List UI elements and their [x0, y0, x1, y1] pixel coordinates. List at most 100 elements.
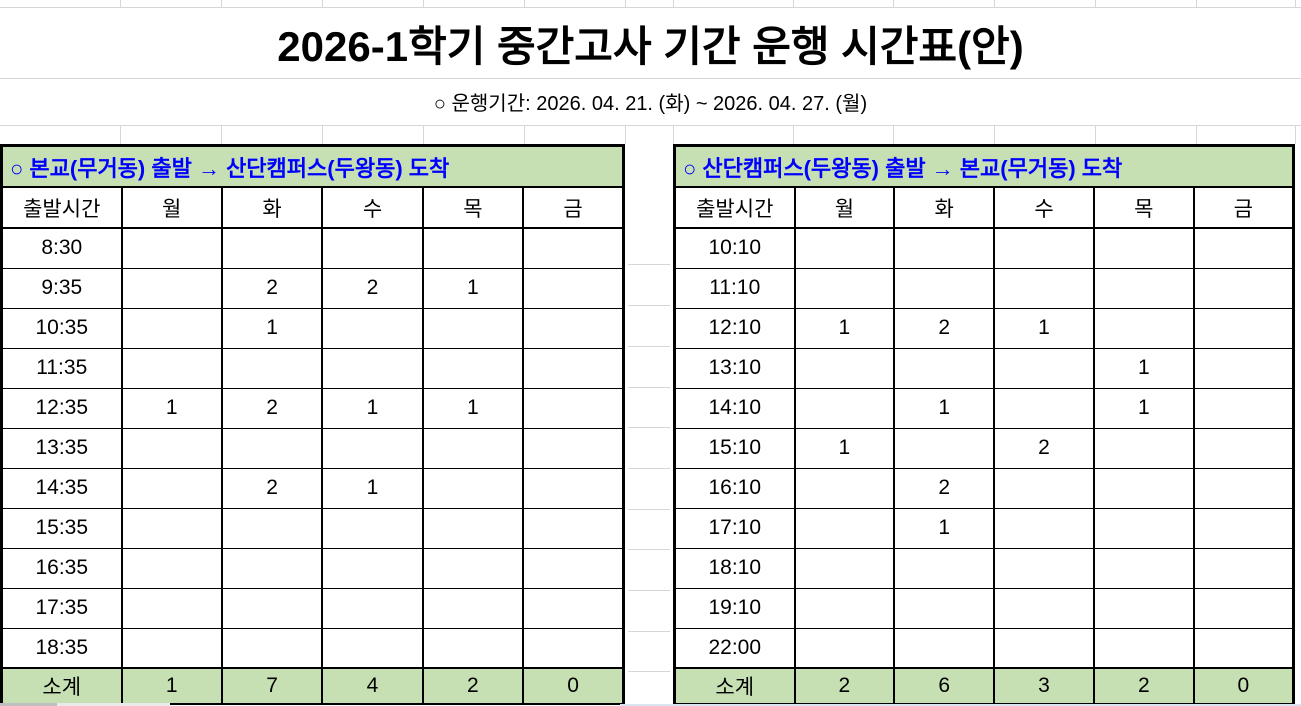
trip-count-cell[interactable]: 1: [321, 467, 423, 508]
trip-count-cell[interactable]: 1: [421, 267, 524, 308]
trip-count-cell[interactable]: [1192, 307, 1294, 348]
trip-count-cell[interactable]: [1192, 347, 1294, 388]
trip-count-cell[interactable]: [321, 228, 423, 268]
trip-count-cell[interactable]: [993, 347, 1094, 388]
departure-time-cell[interactable]: 19:10: [674, 587, 795, 628]
trip-count-cell[interactable]: 2: [893, 467, 995, 508]
departure-time-cell[interactable]: 16:10: [674, 467, 795, 508]
day-header-thu[interactable]: 목: [1092, 188, 1194, 229]
trip-count-cell[interactable]: [120, 347, 222, 388]
route-banner-sandan-to-main[interactable]: ○ 산단캠퍼스(두왕동) 출발 → 본교(무거동) 도착: [673, 144, 1295, 188]
trip-count-cell[interactable]: [522, 587, 624, 628]
trip-count-cell[interactable]: [120, 267, 222, 308]
trip-count-cell[interactable]: [120, 228, 222, 268]
departure-time-cell[interactable]: 22:00: [674, 627, 795, 668]
trip-count-cell[interactable]: [321, 427, 423, 468]
day-header-mon[interactable]: 월: [793, 188, 895, 229]
subtotal-fri[interactable]: 0: [1192, 667, 1294, 704]
departure-time-cell[interactable]: 10:35: [1, 307, 122, 348]
trip-count-cell[interactable]: [793, 267, 895, 308]
trip-count-cell[interactable]: [793, 507, 895, 548]
trip-count-cell[interactable]: [993, 387, 1094, 428]
trip-count-cell[interactable]: [893, 587, 995, 628]
trip-count-cell[interactable]: 1: [120, 387, 222, 428]
trip-count-cell[interactable]: [321, 307, 423, 348]
day-header-wed[interactable]: 수: [993, 188, 1094, 229]
trip-count-cell[interactable]: [522, 627, 624, 668]
subtotal-mon[interactable]: 2: [793, 667, 895, 704]
trip-count-cell[interactable]: [793, 547, 895, 588]
departure-time-cell[interactable]: 18:10: [674, 547, 795, 588]
departure-time-cell[interactable]: 13:10: [674, 347, 795, 388]
trip-count-cell[interactable]: [120, 427, 222, 468]
subtotal-tue[interactable]: 6: [893, 667, 995, 704]
trip-count-cell[interactable]: [1092, 587, 1194, 628]
trip-count-cell[interactable]: [993, 267, 1094, 308]
departure-time-cell[interactable]: 11:35: [1, 347, 122, 388]
trip-count-cell[interactable]: [522, 347, 624, 388]
trip-count-cell[interactable]: [1192, 228, 1294, 268]
trip-count-cell[interactable]: [421, 347, 524, 388]
day-header-fri[interactable]: 금: [1192, 188, 1294, 229]
departure-time-cell[interactable]: 15:10: [674, 427, 795, 468]
trip-count-cell[interactable]: [522, 228, 624, 268]
trip-count-cell[interactable]: [893, 427, 995, 468]
trip-count-cell[interactable]: 1: [1092, 387, 1194, 428]
departure-time-cell[interactable]: 18:35: [1, 627, 122, 668]
trip-count-cell[interactable]: [321, 347, 423, 388]
trip-count-cell[interactable]: [220, 427, 323, 468]
subtotal-thu[interactable]: 2: [421, 667, 524, 704]
trip-count-cell[interactable]: [993, 467, 1094, 508]
trip-count-cell[interactable]: [1092, 507, 1194, 548]
trip-count-cell[interactable]: [421, 507, 524, 548]
trip-count-cell[interactable]: 2: [321, 267, 423, 308]
day-header-thu[interactable]: 목: [421, 188, 524, 229]
trip-count-cell[interactable]: [421, 467, 524, 508]
trip-count-cell[interactable]: [793, 587, 895, 628]
trip-count-cell[interactable]: [1092, 547, 1194, 588]
trip-count-cell[interactable]: 1: [321, 387, 423, 428]
trip-count-cell[interactable]: 1: [893, 387, 995, 428]
departure-time-cell[interactable]: 12:35: [1, 387, 122, 428]
trip-count-cell[interactable]: [220, 547, 323, 588]
trip-count-cell[interactable]: [421, 587, 524, 628]
trip-count-cell[interactable]: [522, 507, 624, 548]
time-column-header[interactable]: 출발시간: [1, 188, 122, 229]
trip-count-cell[interactable]: [421, 427, 524, 468]
trip-count-cell[interactable]: [1192, 627, 1294, 668]
subtotal-thu[interactable]: 2: [1092, 667, 1194, 704]
trip-count-cell[interactable]: 1: [793, 427, 895, 468]
departure-time-cell[interactable]: 12:10: [674, 307, 795, 348]
departure-time-cell[interactable]: 13:35: [1, 427, 122, 468]
trip-count-cell[interactable]: [1092, 627, 1194, 668]
time-column-header[interactable]: 출발시간: [674, 188, 795, 229]
trip-count-cell[interactable]: [321, 547, 423, 588]
trip-count-cell[interactable]: [1192, 587, 1294, 628]
departure-time-cell[interactable]: 8:30: [41, 236, 83, 260]
trip-count-cell[interactable]: 2: [220, 267, 323, 308]
trip-count-cell[interactable]: [993, 587, 1094, 628]
subtotal-label[interactable]: 소계: [1, 667, 122, 704]
trip-count-cell[interactable]: [220, 347, 323, 388]
departure-time-cell[interactable]: 15:35: [1, 507, 122, 548]
subtotal-mon[interactable]: 1: [120, 667, 222, 704]
day-header-mon[interactable]: 월: [120, 188, 222, 229]
trip-count-cell[interactable]: [893, 547, 995, 588]
trip-count-cell[interactable]: 2: [893, 307, 995, 348]
subtotal-fri[interactable]: 0: [522, 667, 624, 704]
trip-count-cell[interactable]: [120, 507, 222, 548]
subtotal-wed[interactable]: 4: [321, 667, 423, 704]
trip-count-cell[interactable]: [993, 547, 1094, 588]
trip-count-cell[interactable]: [522, 427, 624, 468]
trip-count-cell[interactable]: [993, 228, 1094, 268]
trip-count-cell[interactable]: [1192, 467, 1294, 508]
trip-count-cell[interactable]: [893, 228, 995, 268]
subtotal-label[interactable]: 소계: [674, 667, 795, 704]
trip-count-cell[interactable]: 1: [993, 307, 1094, 348]
trip-count-cell[interactable]: [1192, 427, 1294, 468]
departure-time-cell[interactable]: 17:35: [1, 587, 122, 628]
trip-count-cell[interactable]: 1: [220, 307, 323, 348]
trip-count-cell[interactable]: [1192, 507, 1294, 548]
departure-time-cell[interactable]: 9:35: [1, 267, 122, 308]
trip-count-cell[interactable]: [793, 627, 895, 668]
